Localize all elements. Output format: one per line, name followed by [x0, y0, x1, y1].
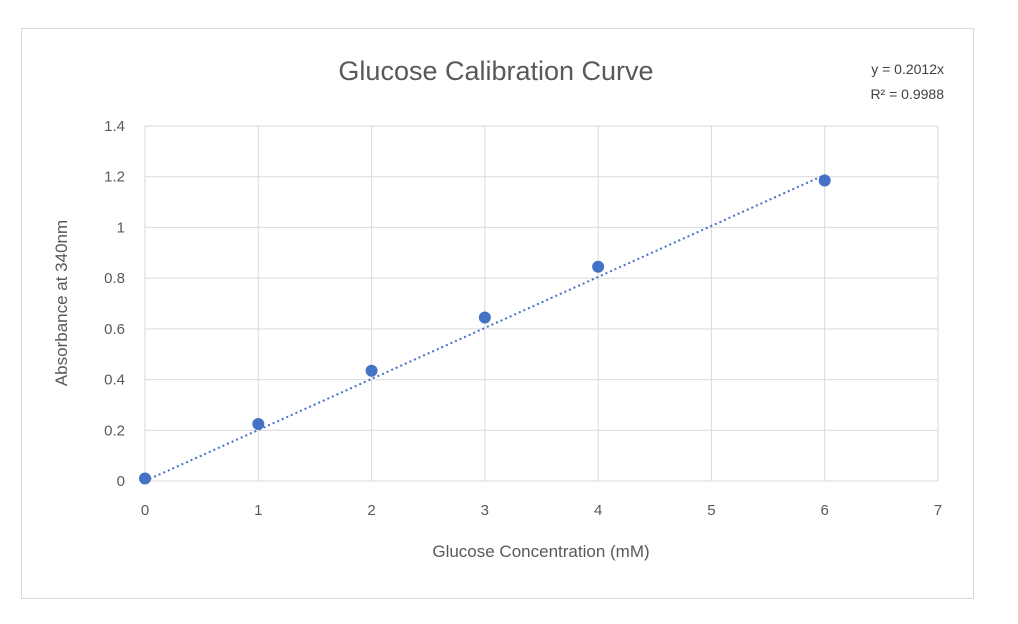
y-tick-label: 1.4 — [104, 118, 125, 135]
x-axis-title: Glucose Concentration (mM) — [432, 542, 649, 561]
y-tick-label: 0.8 — [104, 270, 125, 287]
chart-area — [21, 28, 974, 599]
y-tick-label: 0 — [117, 473, 125, 490]
data-point — [478, 311, 491, 324]
x-tick-label: 4 — [594, 502, 602, 519]
x-tick-label: 0 — [141, 502, 149, 519]
data-point — [365, 364, 378, 377]
y-axis-title: Absorbance at 340nm — [52, 220, 71, 386]
x-tick-label: 5 — [707, 502, 715, 519]
y-tick-label: 1 — [117, 219, 125, 236]
data-point — [818, 174, 831, 187]
gridlines — [144, 125, 939, 482]
y-tick-label: 1.2 — [104, 169, 125, 186]
data-point — [252, 417, 265, 430]
trendline-equation: y = 0.2012x — [871, 61, 944, 77]
x-tick-label: 2 — [367, 502, 375, 519]
chart-title: Glucose Calibration Curve — [338, 56, 653, 86]
trendline-r-squared: R² = 0.9988 — [870, 86, 944, 102]
tick-labels: 0 1 2 3 4 5 6 7 0 0.2 0.4 0.6 0.8 1 1.2 1.4 — [104, 118, 942, 519]
y-tick-label: 0.6 — [104, 321, 125, 338]
x-tick-label: 3 — [481, 502, 489, 519]
y-tick-label: 0.2 — [104, 422, 125, 439]
data-points — [139, 174, 831, 485]
data-point — [139, 472, 151, 485]
y-tick-label: 0.4 — [104, 372, 125, 389]
x-tick-label: 1 — [254, 502, 262, 519]
x-tick-label: 7 — [934, 502, 942, 519]
x-tick-label: 6 — [821, 502, 829, 519]
trendline — [144, 173, 826, 482]
trendline-line — [144, 173, 826, 482]
data-point — [592, 260, 605, 273]
